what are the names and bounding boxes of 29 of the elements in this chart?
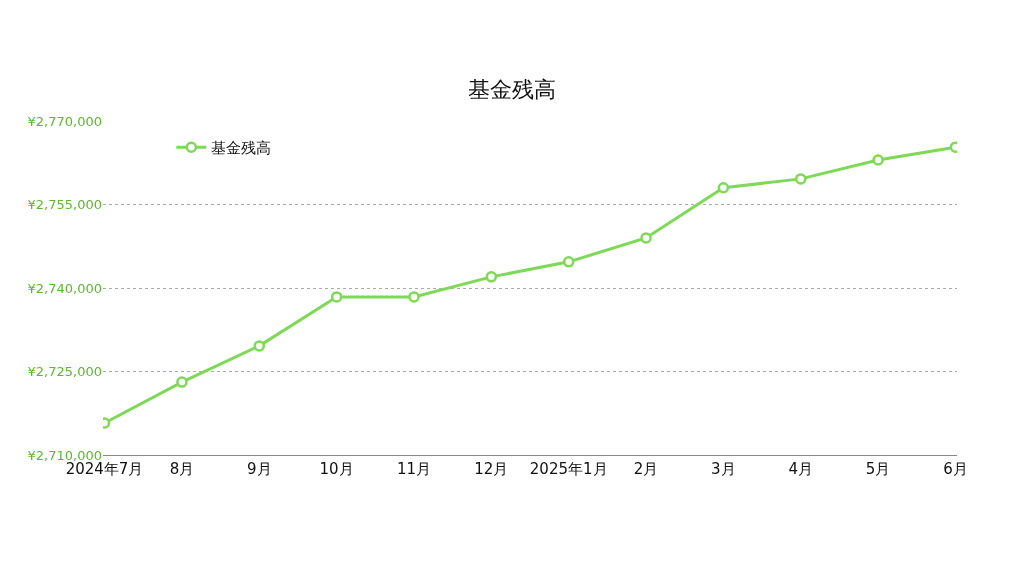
y-tick-label: ¥2,770,000 — [27, 113, 102, 129]
x-tick-label: 12月 — [474, 460, 509, 478]
y-tick-label: ¥2,740,000 — [27, 280, 102, 296]
x-tick-label: 9月 — [246, 460, 272, 478]
point — [872, 154, 884, 166]
x-tick-label: 10月 — [319, 460, 354, 478]
y-tick-label: ¥2,755,000 — [27, 197, 102, 213]
point — [562, 256, 575, 268]
x-tick-label: 5月 — [865, 460, 891, 478]
point — [330, 291, 343, 303]
x-tick-label: 2024年7月 — [65, 460, 144, 478]
point — [794, 173, 807, 185]
point — [640, 232, 652, 244]
chart-title: 基金残高 — [468, 76, 556, 102]
point — [176, 376, 188, 388]
x-tick-label: 11月 — [396, 460, 432, 478]
legend-label: 基金残高 — [211, 139, 272, 158]
y-tick-label: ¥2,725,000 — [27, 364, 102, 380]
x-tick-label: 2月 — [633, 460, 659, 478]
point — [253, 340, 266, 352]
x-tick-label: 6月 — [943, 460, 968, 478]
x-tick-label: 3月 — [711, 460, 736, 478]
point — [408, 291, 420, 303]
point — [485, 271, 498, 283]
x-tick-label: 4月 — [788, 460, 814, 478]
x-tick-label: 2025年1月 — [529, 460, 608, 478]
y-tick-label: ¥2,710,000 — [27, 447, 102, 463]
point — [717, 182, 730, 194]
x-tick-label: 8月 — [169, 460, 195, 478]
